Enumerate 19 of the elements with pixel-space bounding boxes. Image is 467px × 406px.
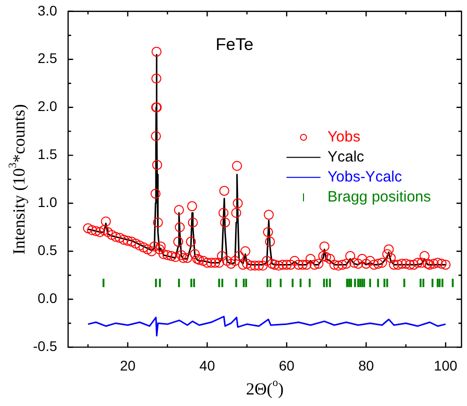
x-tick-label: 40 <box>199 357 216 374</box>
text: FeTe <box>216 35 254 54</box>
y-tick-label: 0.0 <box>38 290 58 306</box>
y-tick-label: -0.5 <box>33 338 58 354</box>
x-tick-label: 20 <box>120 357 136 374</box>
y-tick-label: 1.0 <box>38 194 58 210</box>
x-tick-label: 100 <box>434 357 458 374</box>
y-tick-label: 3.0 <box>38 2 58 18</box>
legend-label: Ycalc <box>328 148 365 166</box>
y-tick-label: 0.5 <box>38 242 58 258</box>
legend-label: Yobs-Ycalc <box>328 168 402 186</box>
y-tick-label: 1.5 <box>38 146 58 162</box>
x-tick-label: 60 <box>278 357 295 374</box>
legend-label: Yobs <box>328 128 360 146</box>
x-tick-label: 80 <box>358 357 374 374</box>
y-tick-label: 2.5 <box>38 50 58 66</box>
legend-label: Bragg positions <box>328 188 431 206</box>
y-tick-label: 2.0 <box>38 98 58 114</box>
y-axis-title: Intensity (103*counts) <box>7 104 28 255</box>
